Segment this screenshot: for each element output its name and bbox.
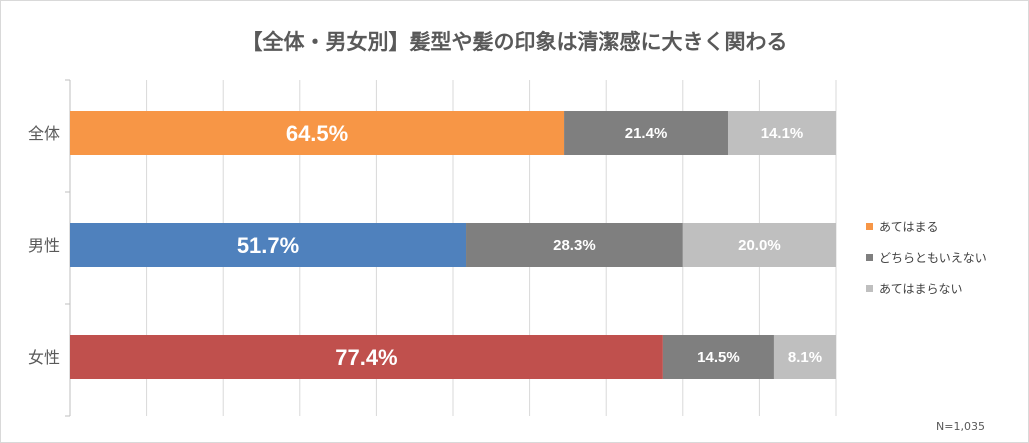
bar-segment <box>70 335 663 379</box>
category-label: 全体 <box>28 124 60 143</box>
legend-swatch-agree <box>866 223 873 230</box>
legend-item-disagree: あてはまらない <box>866 273 987 304</box>
category-label: 男性 <box>28 236 60 255</box>
data-label: 51.7% <box>237 233 299 258</box>
data-label: 14.5% <box>697 349 740 366</box>
legend-swatch-disagree <box>866 285 873 292</box>
data-label: 8.1% <box>788 349 822 366</box>
data-label: 21.4% <box>625 125 668 142</box>
bar-segment <box>564 111 728 155</box>
bar-segment <box>70 111 565 155</box>
data-label: 28.3% <box>553 237 596 254</box>
bar-segment <box>727 111 836 155</box>
chart-title: 【全体・男女別】髪型や髪の印象は清潔感に大きく関わる <box>241 30 788 54</box>
legend: あてはまる どちらともいえない あてはまらない <box>866 211 987 304</box>
legend-swatch-neutral <box>866 254 873 261</box>
legend-label-disagree: あてはまらない <box>879 282 963 296</box>
data-label: 64.5% <box>286 121 348 146</box>
data-label: 20.0% <box>738 237 781 254</box>
bar-segment <box>682 223 836 267</box>
sample-size-note: N=1,035 <box>936 420 985 433</box>
legend-item-neutral: どちらともいえない <box>866 242 987 273</box>
bar-segment <box>466 223 683 267</box>
legend-item-agree: あてはまる <box>866 211 987 242</box>
category-label: 女性 <box>28 348 60 367</box>
bar-segment <box>70 223 467 267</box>
bar-segment <box>773 335 836 379</box>
legend-label-neutral: どちらともいえない <box>879 251 987 265</box>
data-label: 77.4% <box>335 345 397 370</box>
legend-label-agree: あてはまる <box>879 220 939 234</box>
data-label: 14.1% <box>761 125 804 142</box>
bar-segment <box>662 335 774 379</box>
